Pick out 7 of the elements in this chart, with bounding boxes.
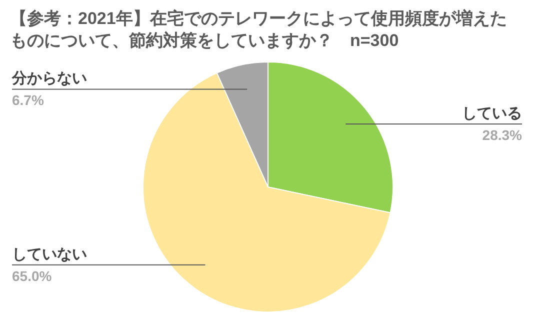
data-label: 6.7% xyxy=(12,92,44,108)
chart-title: 【参考：2021年】在宅でのテレワークによって使用頻度が増えたものについて、節約対策をしていますか？ n=300 xyxy=(10,8,508,52)
slice-label: 分からない xyxy=(11,70,87,88)
data-label: 65.0% xyxy=(12,268,52,284)
data-label: 28.3% xyxy=(482,126,523,143)
slice-label: していない xyxy=(12,246,87,263)
slice-label: している xyxy=(462,104,522,122)
